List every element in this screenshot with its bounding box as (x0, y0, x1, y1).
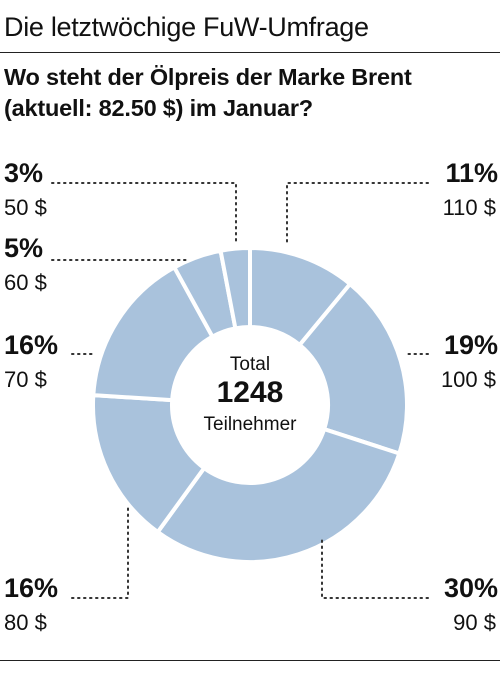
slice-100 (297, 282, 409, 456)
label-pct-110: 11% (445, 158, 498, 188)
header-rule (0, 52, 500, 53)
label-price-90: 90 $ (453, 610, 496, 635)
leader-110 (286, 182, 429, 246)
center-total-label: Total (229, 354, 271, 375)
label-price-70: 70 $ (4, 367, 47, 392)
question-text: Wo steht der Ölpreis der Marke Brent (ak… (4, 64, 412, 121)
slice-80 (91, 393, 207, 535)
label-pct-90: 30% (443, 573, 498, 603)
footer-rule (0, 660, 500, 661)
leader-lines (51, 182, 429, 599)
label-price-80: 80 $ (4, 610, 47, 635)
slices (91, 246, 409, 564)
slice-70 (91, 265, 215, 403)
header-title: Die letztwöchige FuW-Umfrage (4, 12, 369, 42)
label-pct-50: 3% (4, 158, 44, 188)
leader-90 (321, 539, 429, 599)
label-price-110: 110 $ (442, 195, 496, 220)
leader-80 (71, 504, 129, 599)
label-pct-70: 16% (4, 330, 59, 360)
header: Die letztwöchige FuW-Umfrage (0, 0, 500, 52)
leader-50 (51, 182, 237, 246)
label-price-60: 60 $ (4, 270, 47, 295)
label-price-50: 50 $ (4, 195, 47, 220)
slice-90 (155, 427, 402, 564)
center-unit-label: Teilnehmer (203, 414, 297, 435)
label-pct-100: 19% (443, 330, 498, 360)
label-pct-80: 16% (4, 573, 59, 603)
label-price-100: 100 $ (440, 367, 496, 392)
label-pct-60: 5% (4, 233, 44, 263)
slice-50 (218, 246, 252, 331)
center-count: 1248 (216, 376, 284, 409)
